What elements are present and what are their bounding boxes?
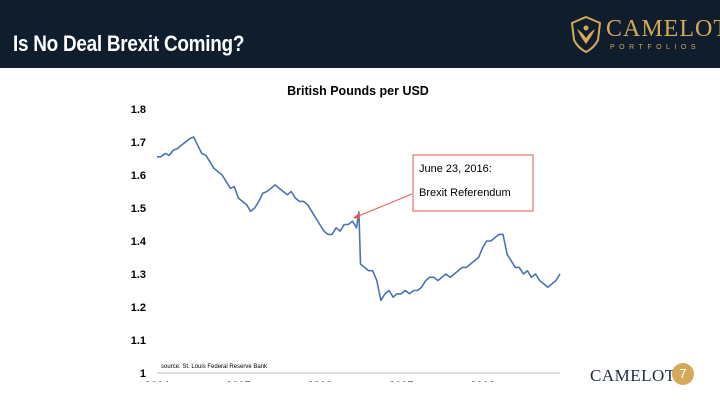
annotation-line-1: June 23, 2016: — [419, 163, 492, 175]
slide-header: Is No Deal Brexit Coming? CAMELOT PORTFO… — [0, 0, 720, 68]
y-tick-label: 1.2 — [131, 302, 146, 314]
y-tick-label: 1.6 — [131, 170, 146, 182]
brand-logo-text: CAMELOT — [606, 16, 720, 42]
slide-title: Is No Deal Brexit Coming? — [13, 31, 245, 56]
exchange-rate-chart: British Pounds per USD 11.11.21.31.41.51… — [131, 84, 561, 382]
y-tick-label: 1.1 — [131, 335, 146, 347]
annotation-arrow — [355, 193, 413, 218]
chart-title: British Pounds per USD — [287, 84, 429, 98]
eagle-crest-icon — [570, 15, 602, 54]
y-tick-label: 1.4 — [131, 236, 147, 248]
x-tick-label: 2018 — [470, 380, 494, 382]
y-tick-label: 1.7 — [131, 137, 146, 149]
brand-logo-subtitle: PORTFOLIOS — [610, 44, 700, 51]
x-axis-ticks: 2014 2015 2016 2017 2018 — [145, 380, 495, 382]
annotation-box — [412, 154, 534, 212]
x-tick-label: 2016 — [308, 380, 332, 382]
x-tick-label: 2014 — [145, 380, 170, 382]
header-divider — [0, 68, 720, 71]
source-note: source: St. Louis Federal Reserve Bank — [161, 364, 268, 370]
annotation-arrowhead — [353, 213, 360, 219]
annotation-line-2: Brexit Referendum — [419, 187, 511, 199]
x-tick-label: 2017 — [389, 380, 413, 382]
y-tick-label: 1.5 — [131, 203, 146, 215]
page-number-badge: 7 — [672, 363, 694, 385]
footer-logo-text: CAMELOT — [590, 366, 676, 385]
y-axis-ticks: 1 1.1 1.2 1.3 1.4 1.5 1.6 1.7 1.8 — [131, 104, 147, 380]
y-tick-label: 1.3 — [131, 269, 146, 281]
y-tick-label: 1 — [140, 368, 146, 380]
x-tick-label: 2015 — [226, 380, 250, 382]
series-line-gbp-usd — [157, 136, 561, 302]
y-tick-label: 1.8 — [131, 104, 146, 116]
